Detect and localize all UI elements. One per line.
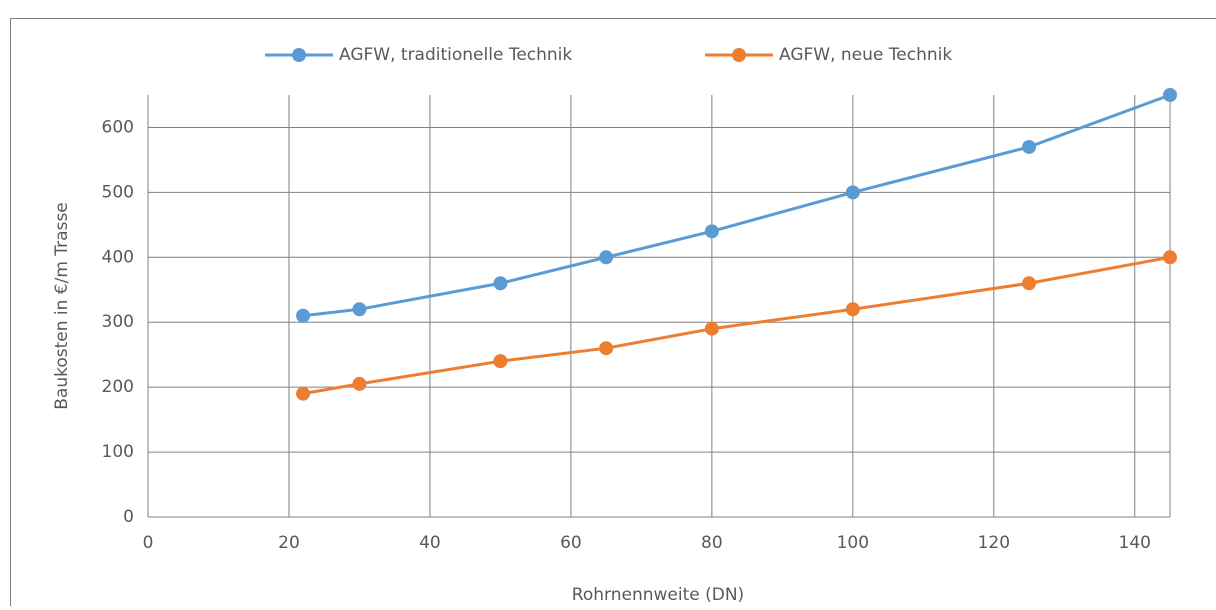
y-tick-label: 200 [102,377,134,397]
x-tick-label: 100 [837,533,869,553]
legend-marker [732,48,746,62]
x-tick-label: 0 [143,533,154,553]
data-point [493,354,507,368]
chart-frame [11,19,1216,607]
x-tick-label: 80 [701,533,723,553]
data-point [296,309,310,323]
x-tick-label: 140 [1119,533,1151,553]
legend-marker [292,48,306,62]
data-point [1163,88,1177,102]
y-tick-label: 500 [102,182,134,202]
x-tick-label: 40 [419,533,441,553]
data-point [296,387,310,401]
x-axis-label: Rohrnennweite (DN) [572,585,744,605]
data-point [352,377,366,391]
data-point [1022,276,1036,290]
data-point [705,322,719,336]
data-point [846,185,860,199]
y-tick-label: 600 [102,117,134,137]
y-tick-label: 300 [102,312,134,332]
data-point [1022,140,1036,154]
legend-label: AGFW, neue Technik [779,45,952,65]
data-point [705,224,719,238]
data-point [352,302,366,316]
y-axis-label: Baukosten in €/m Trasse [52,202,72,410]
x-tick-label: 120 [978,533,1010,553]
y-tick-label: 100 [102,442,134,462]
data-point [493,276,507,290]
data-point [599,341,613,355]
legend-label: AGFW, traditionelle Technik [339,45,572,65]
y-tick-label: 400 [102,247,134,267]
y-tick-label: 0 [123,507,134,527]
data-point [1163,250,1177,264]
data-point [846,302,860,316]
x-tick-label: 60 [560,533,582,553]
x-tick-label: 20 [278,533,300,553]
data-point [599,250,613,264]
